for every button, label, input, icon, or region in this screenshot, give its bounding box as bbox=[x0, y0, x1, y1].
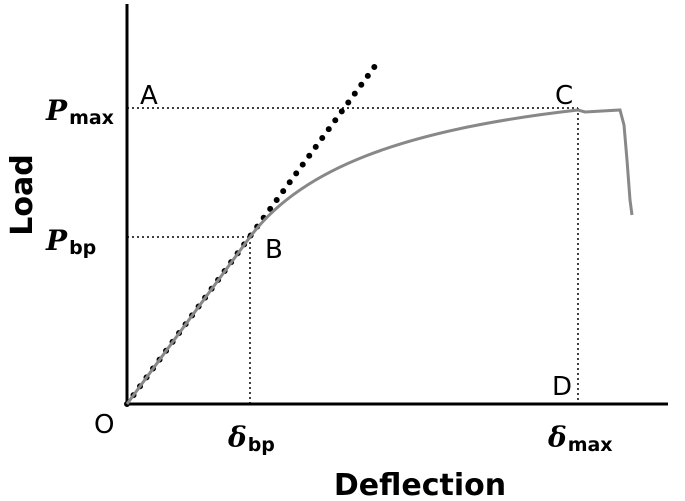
guide-lines bbox=[127, 107, 579, 404]
point-label: D bbox=[552, 372, 572, 402]
load-curve bbox=[125, 108, 634, 405]
point-label: B bbox=[265, 235, 283, 265]
x-tick-label: δbp bbox=[227, 421, 275, 456]
y-axis-title: Load bbox=[5, 154, 40, 235]
point-label: C bbox=[555, 81, 573, 111]
point-label: A bbox=[140, 81, 158, 111]
point-label: O bbox=[94, 410, 114, 440]
initial-stiffness-line bbox=[124, 59, 381, 407]
x-tick-label: δmax bbox=[547, 421, 613, 456]
x-axis-title: Deflection bbox=[334, 468, 506, 501]
